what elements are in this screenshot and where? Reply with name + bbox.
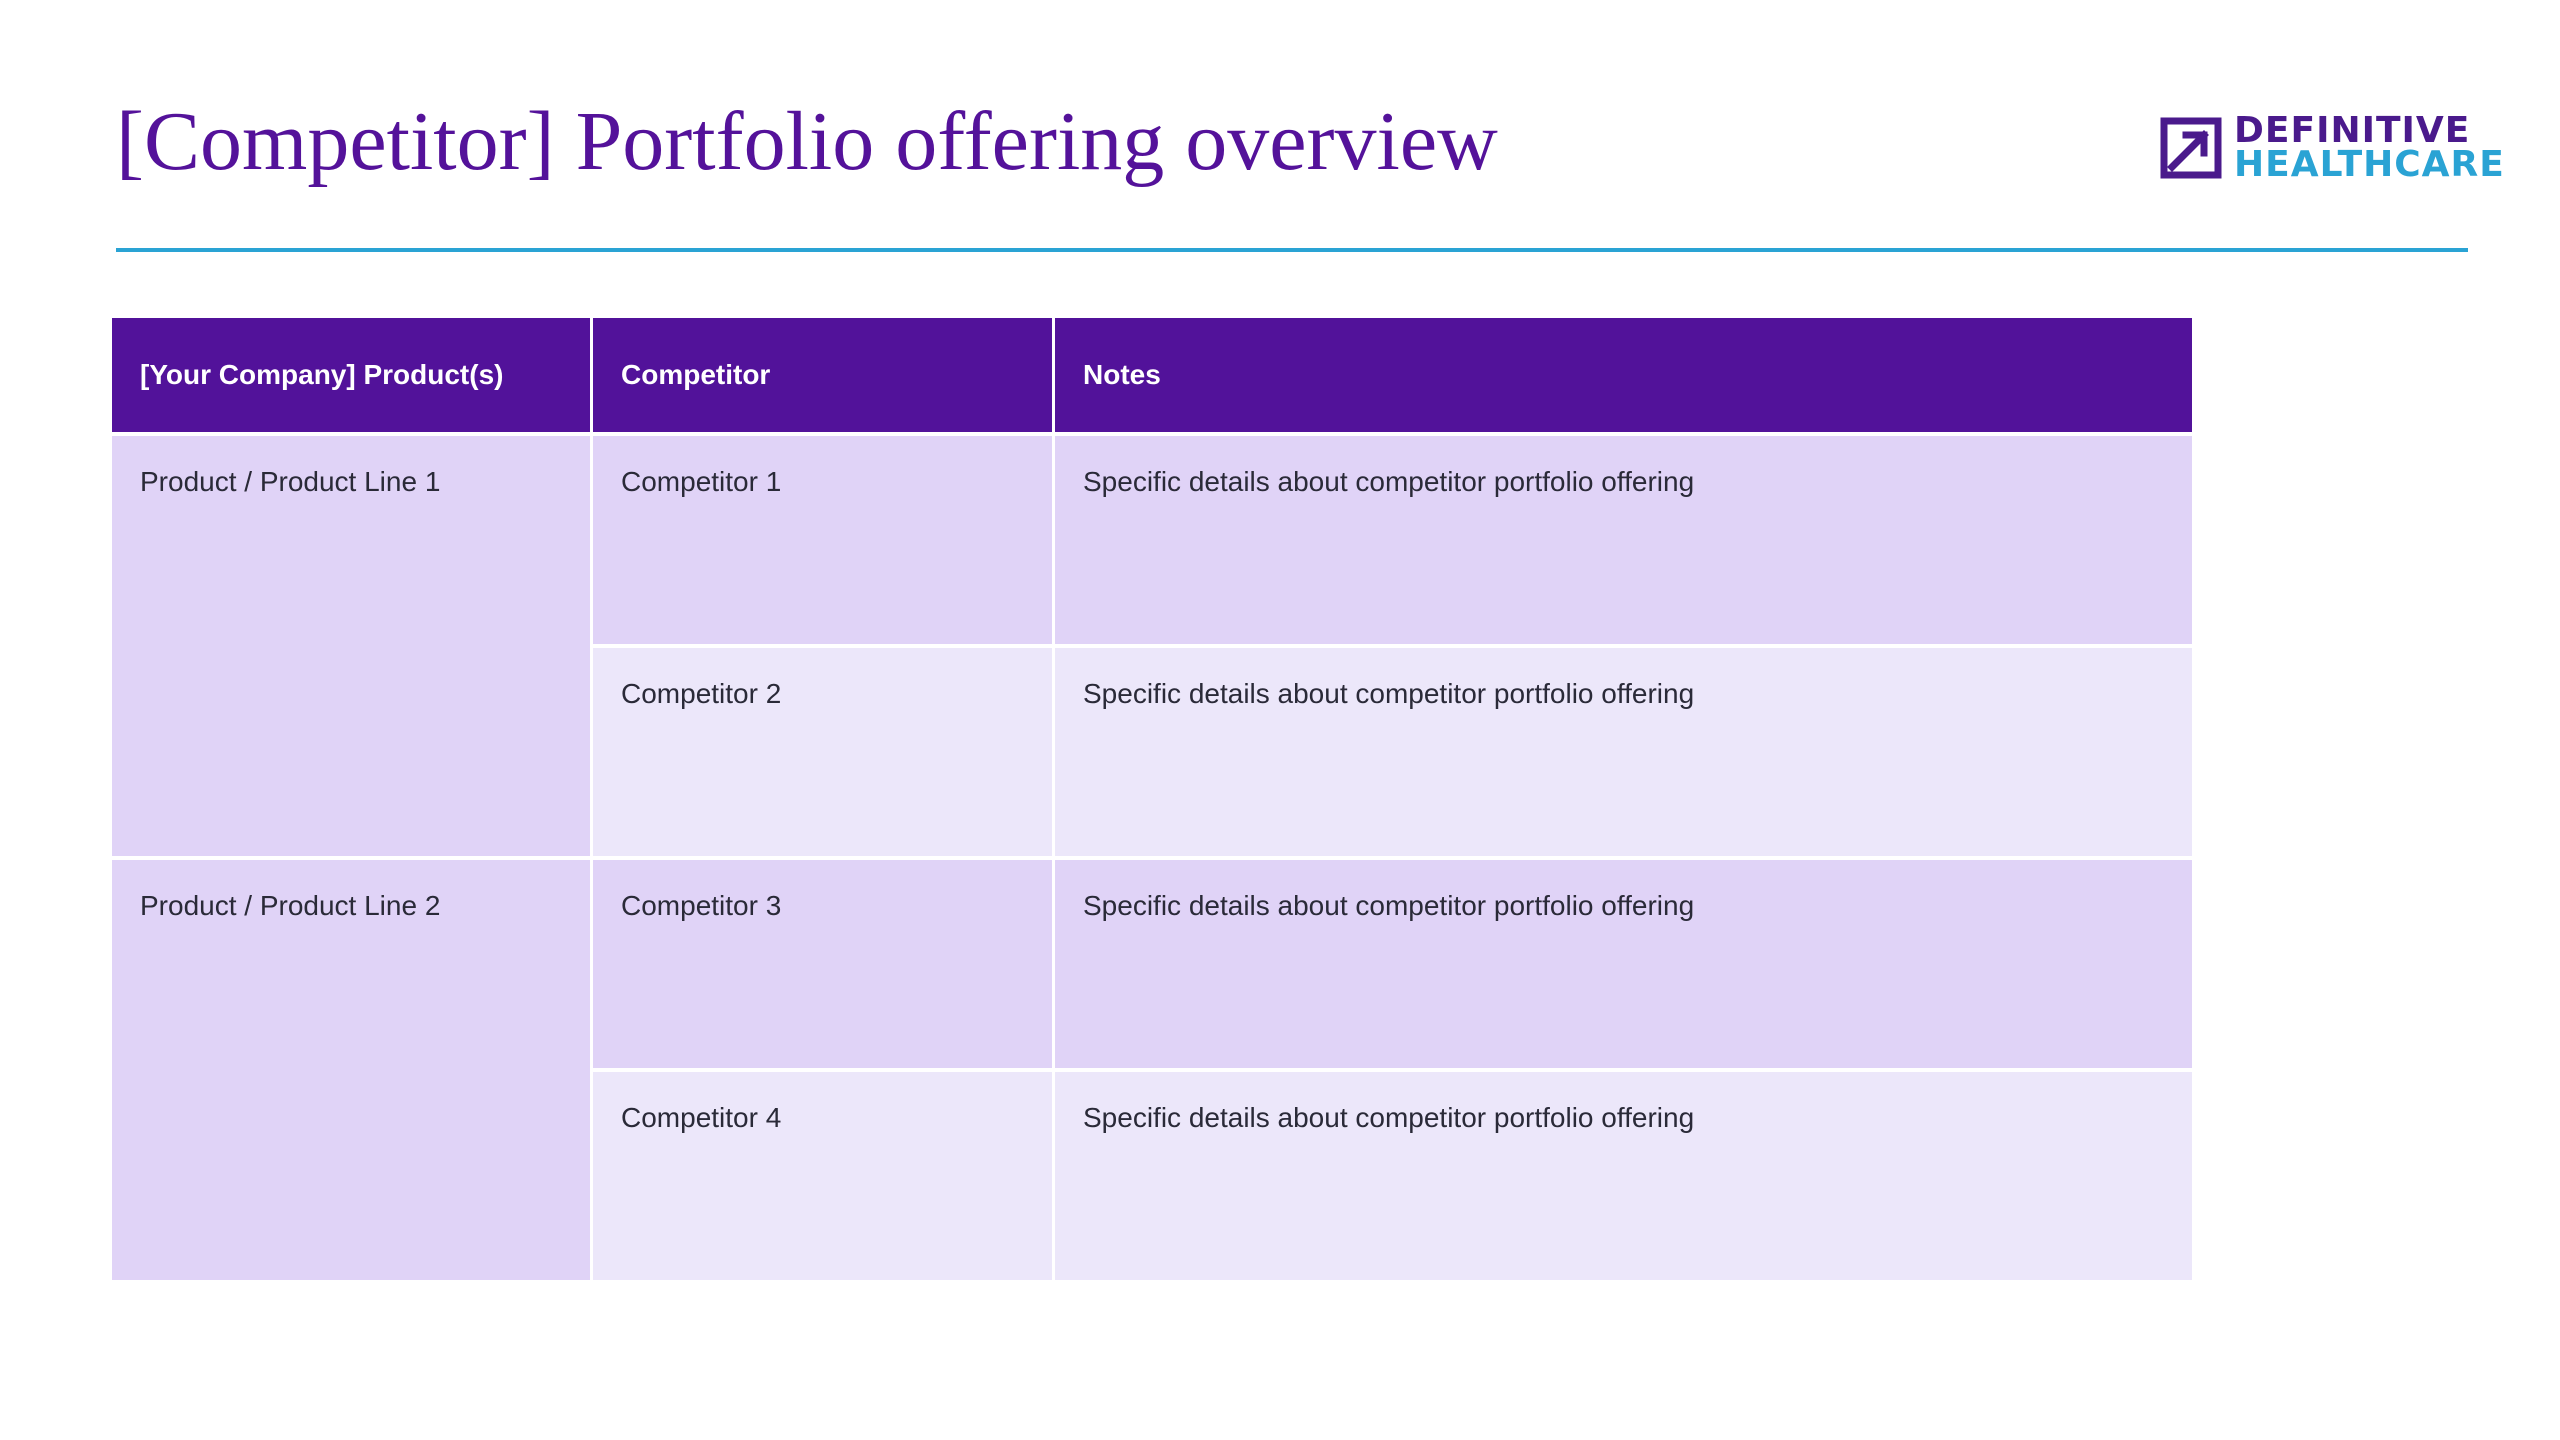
competitor-cell: Competitor 4	[593, 1072, 1052, 1280]
header-notes: Notes	[1055, 318, 2192, 432]
title-divider	[116, 248, 2468, 252]
product-cell: Product / Product Line 1	[112, 436, 590, 856]
logo-line-2: HEALTHCARE	[2234, 144, 2505, 185]
header-product: [Your Company] Product(s)	[112, 318, 590, 432]
notes-cell: Specific details about competitor portfo…	[1055, 1072, 2192, 1280]
company-logo: DEFINITIVE HEALTHCARE	[2160, 112, 2505, 184]
notes-cell: Specific details about competitor portfo…	[1055, 648, 2192, 856]
logo-arrow-icon	[2160, 117, 2222, 179]
portfolio-table: [Your Company] Product(s) Competitor Not…	[112, 318, 2192, 1284]
page-title: [Competitor] Portfolio offering overview	[116, 95, 1498, 188]
product-cell: Product / Product Line 2	[112, 860, 590, 1280]
competitor-cell: Competitor 1	[593, 436, 1052, 644]
notes-cell: Specific details about competitor portfo…	[1055, 860, 2192, 1068]
competitor-cell: Competitor 3	[593, 860, 1052, 1068]
competitor-cell: Competitor 2	[593, 648, 1052, 856]
notes-cell: Specific details about competitor portfo…	[1055, 436, 2192, 644]
header-competitor: Competitor	[593, 318, 1052, 432]
logo-line-1: DEFINITIVE	[2234, 110, 2471, 151]
logo-wordmark: DEFINITIVE HEALTHCARE	[2234, 110, 2505, 185]
